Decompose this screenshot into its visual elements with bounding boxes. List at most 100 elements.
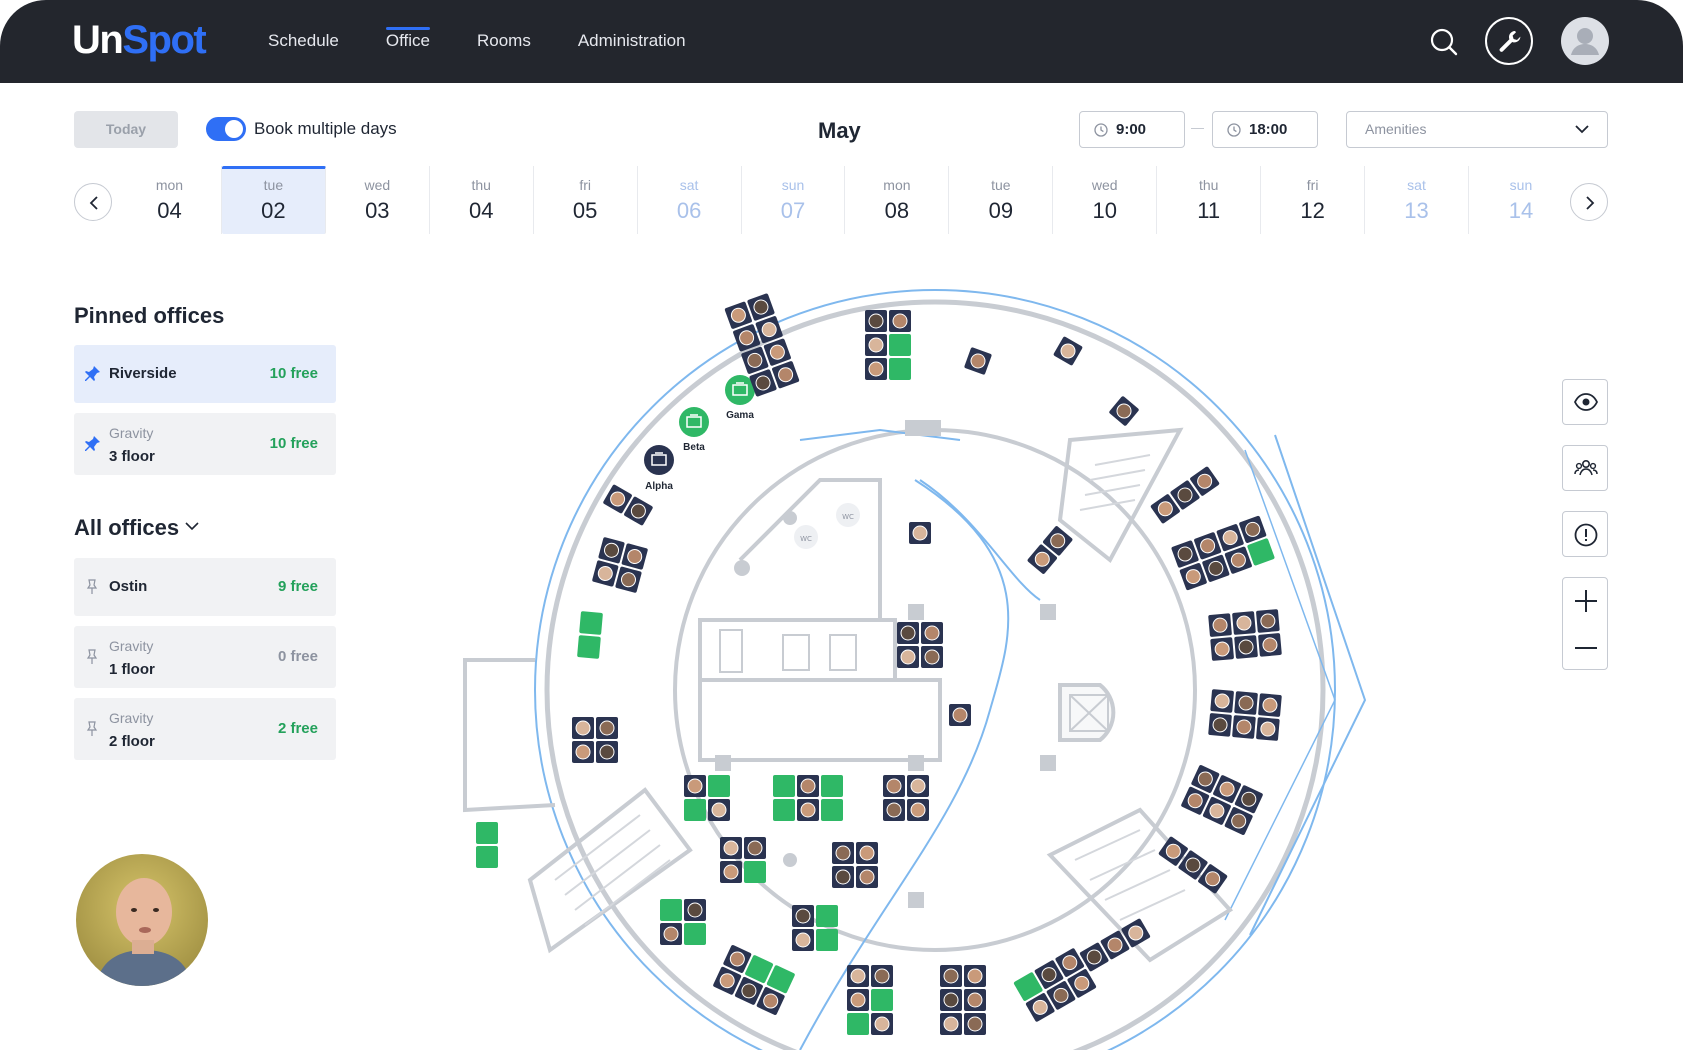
employee-avatar[interactable] — [597, 565, 614, 582]
employee-avatar[interactable] — [1072, 974, 1091, 993]
employee-avatar[interactable] — [768, 343, 786, 361]
desk-cluster[interactable] — [660, 899, 706, 945]
desk-cluster[interactable] — [909, 522, 931, 544]
date-cell[interactable]: wed 10 — [1053, 166, 1158, 234]
desk-free[interactable] — [684, 923, 706, 945]
desk-cluster[interactable] — [883, 775, 929, 821]
desk-free[interactable] — [1247, 538, 1275, 566]
date-cell-selected[interactable]: tue 02 — [221, 166, 326, 234]
desk-cluster[interactable] — [847, 965, 893, 1035]
employee-avatar[interactable] — [1208, 802, 1227, 821]
date-cell[interactable]: fri 05 — [534, 166, 638, 234]
employee-avatar[interactable] — [910, 778, 926, 794]
employee-avatar[interactable] — [687, 902, 703, 918]
desk-cluster[interactable] — [940, 965, 986, 1035]
date-cell[interactable]: tue 09 — [949, 166, 1054, 234]
date-cell[interactable]: thu 04 — [430, 166, 534, 234]
pin-filled-icon[interactable] — [85, 365, 101, 383]
desk-free[interactable] — [1013, 972, 1043, 1002]
employee-avatar[interactable] — [687, 778, 703, 794]
employee-avatar[interactable] — [1114, 401, 1134, 421]
employee-avatar[interactable] — [874, 968, 890, 984]
employee-avatar[interactable] — [1260, 613, 1276, 629]
employee-avatar[interactable] — [1262, 637, 1278, 653]
desk-free[interactable] — [816, 905, 838, 927]
time-from-field[interactable]: 9:00 — [1079, 111, 1185, 148]
employee-avatar[interactable] — [835, 845, 851, 861]
user-avatar-button[interactable] — [1561, 17, 1609, 65]
employee-avatar[interactable] — [1032, 549, 1052, 569]
employee-avatar[interactable] — [1260, 721, 1276, 737]
employee-avatar[interactable] — [1203, 869, 1222, 888]
desk-free[interactable] — [889, 358, 911, 380]
employee-avatar[interactable] — [924, 649, 940, 665]
employee-avatar[interactable] — [943, 992, 959, 1008]
employee-avatar[interactable] — [740, 982, 759, 1001]
desk-free[interactable] — [476, 822, 498, 844]
employee-avatar[interactable] — [1051, 986, 1070, 1005]
employee-avatar[interactable] — [1184, 568, 1202, 586]
employee-avatar[interactable] — [1236, 615, 1252, 631]
pin-outline-icon[interactable] — [85, 721, 99, 737]
next-dates-button[interactable] — [1570, 183, 1608, 221]
time-to-field[interactable]: 18:00 — [1212, 111, 1318, 148]
date-cell-weekend[interactable]: sun 07 — [742, 166, 846, 234]
employee-avatar[interactable] — [746, 351, 764, 369]
desk-free[interactable] — [744, 955, 774, 984]
desk-cluster[interactable] — [720, 837, 766, 883]
desk-cluster[interactable] — [964, 347, 992, 375]
desk-cluster[interactable] — [684, 775, 730, 821]
prev-dates-button[interactable] — [74, 183, 112, 221]
desk-cluster[interactable] — [832, 842, 878, 888]
employee-avatar[interactable] — [967, 1016, 983, 1032]
employee-avatar[interactable] — [795, 908, 811, 924]
employee-avatar[interactable] — [723, 864, 739, 880]
employee-avatar[interactable] — [859, 845, 875, 861]
employee-avatar[interactable] — [795, 932, 811, 948]
desk-cluster[interactable] — [1027, 525, 1073, 574]
employee-avatar[interactable] — [868, 313, 884, 329]
employee-avatar[interactable] — [1183, 855, 1202, 874]
desk-cluster[interactable] — [1208, 609, 1282, 661]
office-card-riverside[interactable]: Riverside 10 free — [74, 345, 336, 403]
desk-free[interactable] — [744, 861, 766, 883]
desk-cluster[interactable] — [713, 944, 796, 1015]
date-cell[interactable]: thu 11 — [1157, 166, 1262, 234]
desk-cluster[interactable] — [773, 775, 843, 821]
employee-avatar[interactable] — [1221, 529, 1239, 547]
employee-avatar[interactable] — [1126, 923, 1145, 942]
employee-avatar[interactable] — [1048, 531, 1068, 551]
employee-avatar[interactable] — [868, 337, 884, 353]
employee-avatar[interactable] — [711, 802, 727, 818]
employee-avatar[interactable] — [1212, 717, 1228, 733]
office-card-gravity-1[interactable]: Gravity 1 floor 0 free — [74, 626, 336, 688]
employee-avatar[interactable] — [1085, 947, 1104, 966]
employee-avatar[interactable] — [777, 366, 795, 384]
colleagues-button[interactable] — [1562, 445, 1608, 491]
employee-avatar[interactable] — [943, 968, 959, 984]
today-button[interactable]: Today — [74, 111, 178, 148]
desk-cluster[interactable] — [1109, 396, 1140, 427]
employee-avatar[interactable] — [892, 313, 908, 329]
employee-avatar[interactable] — [1199, 537, 1217, 555]
admin-tools-button[interactable] — [1485, 17, 1533, 65]
employee-avatar[interactable] — [754, 374, 772, 392]
employee-avatar[interactable] — [859, 869, 875, 885]
employee-avatar[interactable] — [1195, 471, 1214, 490]
book-multiple-days-toggle[interactable] — [206, 117, 246, 141]
employee-avatar[interactable] — [910, 802, 926, 818]
employee-avatar[interactable] — [599, 744, 615, 760]
unspot-logo[interactable]: UnSpot — [72, 18, 207, 63]
employee-avatar[interactable] — [1186, 791, 1205, 810]
desk-cluster[interactable] — [603, 484, 654, 526]
meeting-room-gama[interactable]: Gama — [725, 375, 755, 421]
desk-cluster[interactable] — [1013, 948, 1097, 1023]
desk-free[interactable] — [821, 799, 843, 821]
employee-avatar[interactable] — [1236, 719, 1252, 735]
desk-cluster[interactable] — [572, 717, 618, 763]
employee-avatar[interactable] — [1238, 639, 1254, 655]
employee-avatar[interactable] — [800, 778, 816, 794]
desk-cluster[interactable] — [724, 293, 800, 397]
desk-free[interactable] — [577, 635, 601, 659]
employee-avatar[interactable] — [1218, 780, 1237, 799]
